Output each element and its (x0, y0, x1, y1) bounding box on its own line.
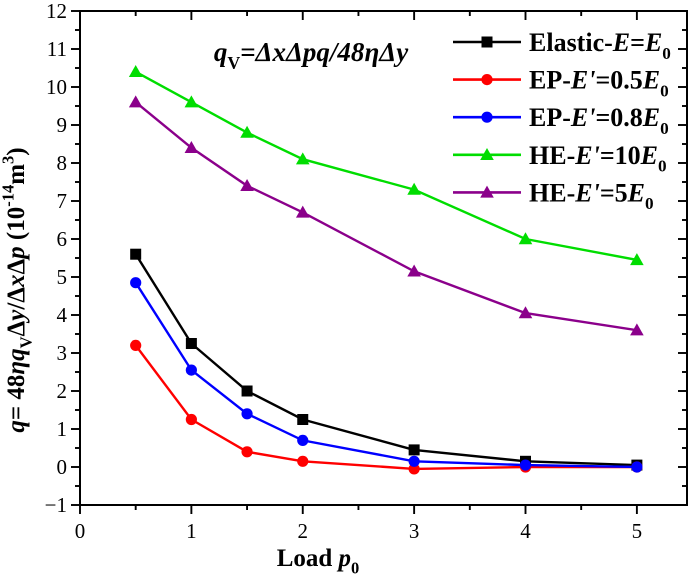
legend: Elastic-E=E0EP-E'=0.5E0EP-E'=0.8E0HE-E'=… (453, 28, 671, 213)
series-line (134, 282, 637, 469)
series-marker (241, 385, 253, 397)
legend-item: HE-E'=5E0 (453, 178, 654, 213)
series-marker (481, 74, 493, 86)
series-marker (295, 205, 310, 218)
series-4 (128, 95, 644, 336)
tick-label: 12 (46, 0, 67, 23)
series-marker (407, 264, 421, 277)
series-marker (130, 248, 142, 260)
series-line (134, 253, 637, 467)
tick-label: 4 (520, 519, 531, 543)
series-marker (519, 459, 532, 471)
tick-label: 4 (57, 303, 68, 327)
series-marker (480, 185, 494, 198)
series-3 (128, 65, 644, 266)
series-marker (240, 179, 254, 191)
tick-label: 2 (298, 519, 309, 543)
series-marker (130, 277, 142, 289)
series-marker (185, 364, 197, 376)
legend-item: Elastic-E=E0 (453, 28, 671, 63)
legend-item: HE-E'=10E0 (453, 141, 667, 176)
series-marker (480, 148, 494, 160)
series-1 (130, 339, 643, 475)
tick-label: 11 (47, 37, 67, 61)
tick-label: 8 (57, 151, 68, 175)
series-marker (408, 444, 420, 456)
legend-label: HE-E'=5E0 (529, 178, 654, 213)
series-2 (130, 277, 643, 473)
series-marker (630, 253, 644, 266)
legend-label: EP-E'=0.5E0 (529, 66, 669, 101)
series-line (134, 344, 637, 471)
series-marker (184, 141, 199, 153)
series-marker (408, 455, 420, 467)
axis-ticks (71, 10, 687, 514)
series-marker (518, 306, 533, 319)
series-marker (130, 339, 142, 351)
series-marker (297, 414, 309, 425)
series-marker (630, 323, 644, 336)
tick-label: 5 (632, 519, 643, 543)
series-marker (297, 455, 309, 467)
x-axis-label: Load p0 (277, 545, 360, 578)
tick-label: 6 (57, 227, 68, 251)
tick-label: 9 (57, 113, 68, 137)
tick-label: 1 (186, 519, 197, 543)
x-axis-tick-labels: 0 1 2 3 4 5 (75, 519, 642, 543)
tick-label: 3 (409, 519, 420, 543)
tick-label: 0 (75, 519, 86, 543)
series-marker (241, 408, 253, 420)
series-marker (295, 152, 310, 165)
series-marker (184, 95, 199, 108)
series-marker (481, 36, 493, 48)
legend-label: HE-E'=10E0 (529, 141, 667, 176)
series-marker (185, 413, 197, 426)
annotation-formula: qV=ΔxΔpq/48ηΔy (214, 37, 409, 73)
tick-label: 10 (46, 75, 67, 99)
series-line (134, 101, 638, 332)
tick-label: 2 (57, 379, 68, 403)
tick-label: 5 (57, 265, 68, 289)
legend-label: EP-E'=0.8E0 (529, 103, 669, 138)
tick-label: 1 (57, 417, 68, 441)
legend-item: EP-E'=0.8E0 (453, 103, 669, 138)
tick-label: 7 (57, 189, 68, 213)
legend-item: EP-E'=0.5E0 (453, 66, 669, 101)
series-marker (241, 446, 253, 458)
series-marker (631, 461, 643, 473)
y-axis-label: q= 48ηqVΔy/ΔxΔp (10-14m3) (0, 147, 36, 432)
series-marker (240, 125, 254, 138)
series-marker (407, 182, 421, 195)
series-marker (297, 434, 309, 446)
tick-label: −1 (45, 493, 67, 517)
tick-label: 0 (57, 455, 68, 479)
series-marker (518, 232, 533, 245)
tick-label: 3 (57, 341, 68, 365)
series-marker (128, 65, 143, 77)
series-marker (128, 95, 143, 108)
series-marker (185, 338, 197, 349)
legend-label: Elastic-E=E0 (529, 28, 671, 63)
series-marker (481, 111, 493, 123)
series-0 (130, 248, 643, 471)
